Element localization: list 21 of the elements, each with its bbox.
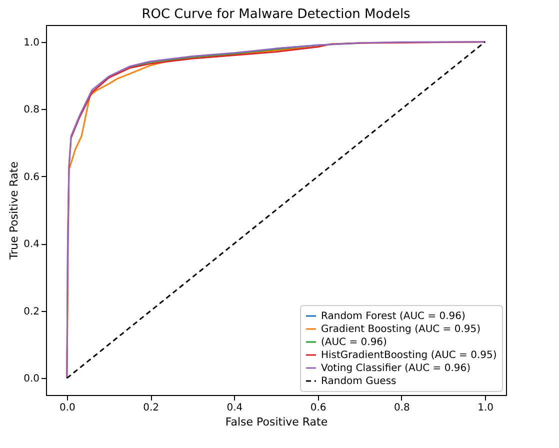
- legend-label: Random Forest (AUC = 0.96): [321, 311, 466, 322]
- y-tick-label: 0.4: [24, 239, 40, 250]
- y-tick-label: 1.0: [24, 37, 40, 48]
- y-tick-label: 0.0: [24, 374, 40, 385]
- x-axis-title: False Positive Rate: [225, 416, 328, 428]
- x-tick-label: 0.8: [394, 402, 410, 414]
- y-tick-label: 0.6: [24, 172, 40, 183]
- x-tick-label: 0.0: [59, 402, 76, 414]
- legend-label: Voting Classifier (AUC = 0.96): [321, 363, 471, 374]
- legend-label: Gradient Boosting (AUC = 0.95): [321, 324, 481, 335]
- legend-label: (AUC = 0.96): [321, 337, 388, 348]
- x-tick-label: 0.6: [310, 402, 326, 414]
- x-tick-label: 1.0: [478, 402, 494, 414]
- chart-title: ROC Curve for Malware Detection Models: [142, 7, 411, 22]
- x-tick-label: 0.2: [143, 402, 159, 414]
- x-tick-label: 0.4: [226, 402, 243, 414]
- legend-label: HistGradientBoosting (AUC = 0.95): [321, 350, 497, 361]
- legend-label: Random Guess: [321, 376, 396, 387]
- y-axis-title: True Positive Rate: [8, 161, 21, 260]
- y-tick-label: 0.2: [24, 306, 40, 318]
- y-tick-label: 0.8: [24, 104, 40, 116]
